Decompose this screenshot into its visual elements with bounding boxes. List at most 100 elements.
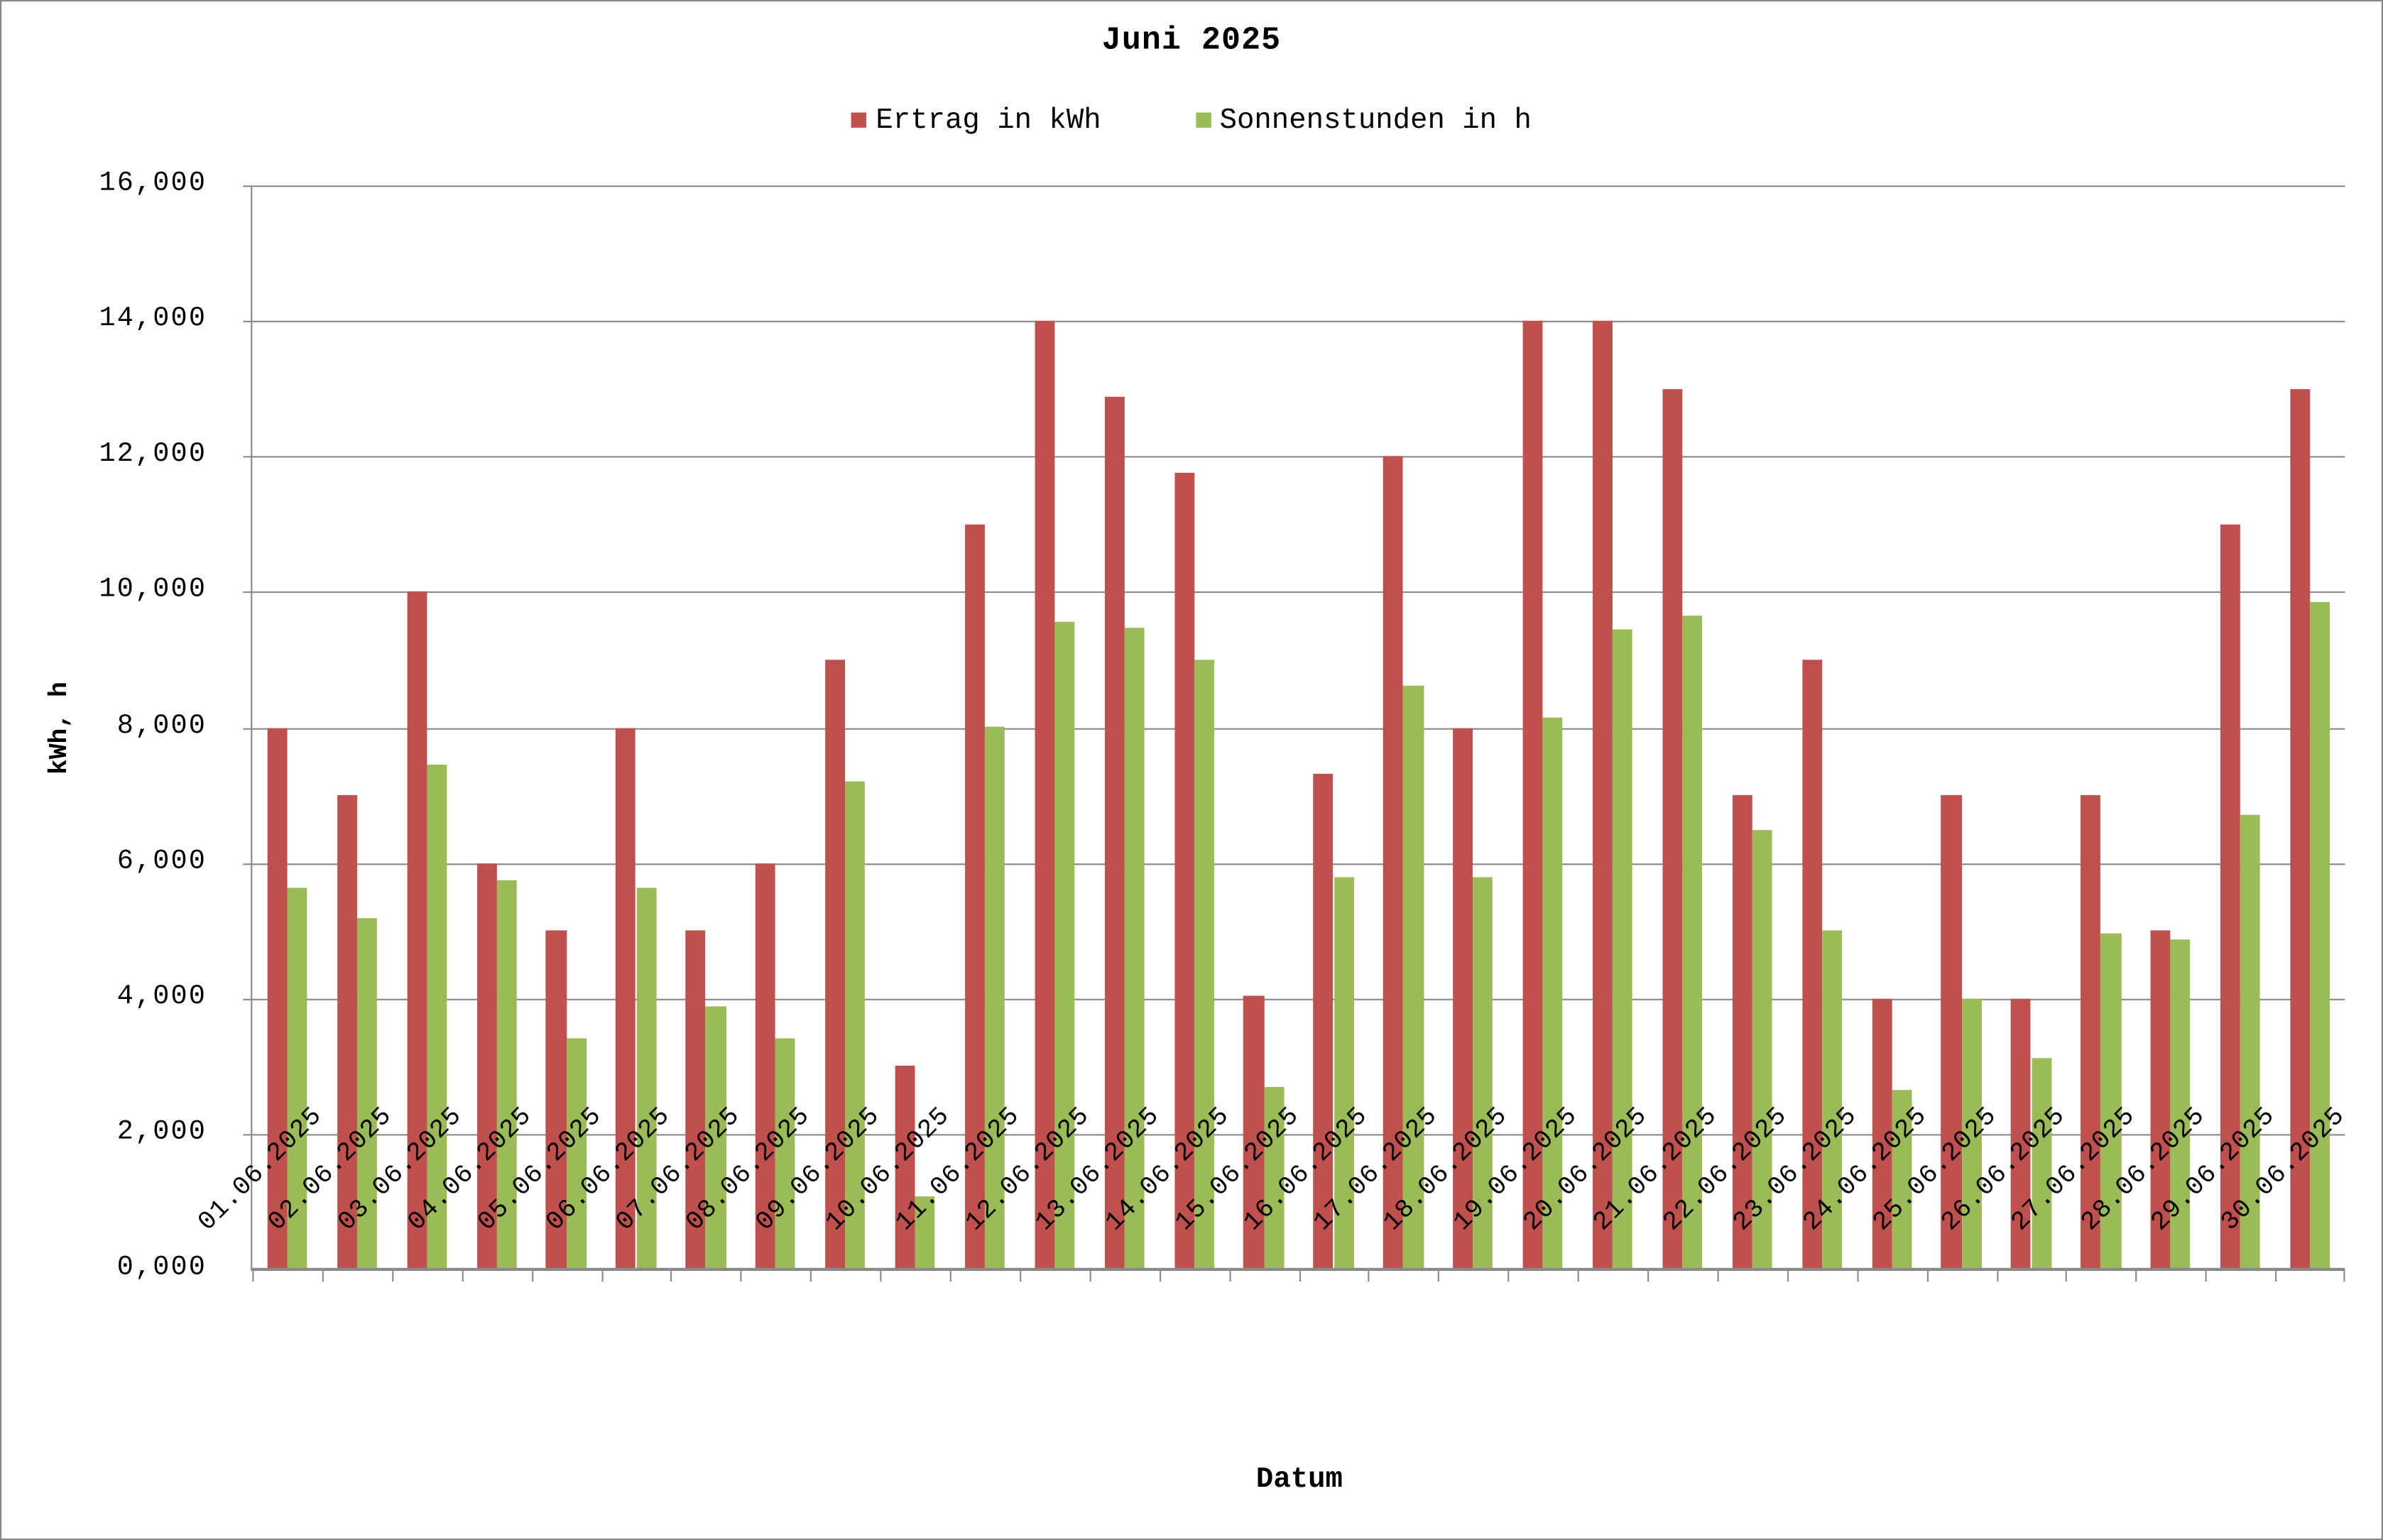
bar-ertrag bbox=[1174, 473, 1194, 1269]
x-tick bbox=[740, 1269, 743, 1282]
bar-ertrag bbox=[964, 524, 985, 1269]
bar-ertrag bbox=[755, 863, 776, 1269]
x-tick bbox=[322, 1269, 324, 1282]
x-tick bbox=[1717, 1269, 1719, 1282]
bar-ertrag bbox=[1453, 727, 1473, 1269]
legend-swatch-red-icon bbox=[851, 112, 867, 128]
legend-label-sonnenstunden: Sonnenstunden in h bbox=[1219, 103, 1532, 137]
x-tick bbox=[531, 1269, 533, 1282]
plot-area bbox=[243, 185, 2345, 1282]
bar-sonnenstunden bbox=[426, 764, 447, 1269]
x-tick bbox=[2135, 1269, 2137, 1282]
bar-ertrag bbox=[685, 930, 706, 1269]
bar-ertrag bbox=[1801, 660, 1822, 1269]
bar-sonnenstunden bbox=[2031, 1057, 2051, 1269]
x-tick bbox=[1159, 1269, 1161, 1282]
bar-sonnenstunden bbox=[2310, 602, 2330, 1269]
bar-ertrag bbox=[895, 1066, 915, 1269]
bar-sonnenstunden bbox=[984, 726, 1005, 1269]
legend-item-ertrag: Ertrag in kWh bbox=[851, 104, 1101, 137]
bar-ertrag bbox=[546, 930, 567, 1269]
x-tick bbox=[1787, 1269, 1789, 1282]
x-tick bbox=[1996, 1269, 1998, 1282]
bar-ertrag bbox=[616, 727, 636, 1269]
bar-ertrag bbox=[2081, 794, 2101, 1269]
x-tick bbox=[1019, 1269, 1022, 1282]
x-axis-title: Datum bbox=[1255, 1462, 1343, 1496]
x-tick bbox=[2275, 1269, 2277, 1282]
bar-ertrag bbox=[267, 727, 288, 1269]
bar-sonnenstunden bbox=[1961, 998, 1982, 1269]
x-tick bbox=[1507, 1269, 1510, 1282]
bar-sonnenstunden bbox=[2170, 939, 2191, 1269]
y-tick-label: 12,000 bbox=[99, 439, 207, 471]
bar-sonnenstunden bbox=[1682, 615, 1703, 1269]
y-tick-label: 0,000 bbox=[116, 1252, 207, 1284]
x-tick bbox=[1368, 1269, 1370, 1282]
bar-ertrag bbox=[1592, 321, 1613, 1269]
x-tick bbox=[461, 1269, 464, 1282]
x-tick bbox=[252, 1269, 254, 1282]
x-tick bbox=[2205, 1269, 2208, 1282]
bar-ertrag bbox=[1383, 456, 1404, 1269]
gridline bbox=[243, 863, 2345, 865]
y-tick-label: 16,000 bbox=[99, 168, 207, 200]
bar-ertrag bbox=[1522, 321, 1543, 1269]
x-tick bbox=[1298, 1269, 1301, 1282]
bar-sonnenstunden bbox=[1821, 930, 1843, 1269]
bar-ertrag bbox=[1941, 794, 1962, 1269]
x-tick bbox=[2066, 1269, 2068, 1282]
bar-ertrag bbox=[2011, 998, 2032, 1269]
x-tick bbox=[1228, 1269, 1231, 1282]
x-tick bbox=[949, 1269, 951, 1282]
bar-sonnenstunden bbox=[775, 1038, 796, 1269]
y-tick-label: 10,000 bbox=[99, 575, 207, 606]
x-tick bbox=[2343, 1269, 2345, 1282]
x-tick bbox=[810, 1269, 812, 1282]
bar-ertrag bbox=[825, 660, 846, 1269]
x-tick bbox=[1926, 1269, 1929, 1282]
y-tick-label: 2,000 bbox=[116, 1117, 207, 1148]
legend-swatch-green-icon bbox=[1195, 112, 1211, 128]
bar-sonnenstunden bbox=[1892, 1090, 1912, 1269]
x-tick bbox=[1089, 1269, 1091, 1282]
bar-ertrag bbox=[2220, 524, 2241, 1269]
x-axis-line bbox=[251, 1267, 2345, 1272]
bar-sonnenstunden bbox=[1263, 1086, 1285, 1269]
bar-sonnenstunden bbox=[566, 1037, 587, 1269]
bar-ertrag bbox=[2150, 930, 2171, 1269]
bar-ertrag bbox=[1732, 794, 1752, 1269]
x-tick bbox=[1438, 1269, 1440, 1282]
bar-sonnenstunden bbox=[287, 887, 307, 1269]
bar-ertrag bbox=[337, 794, 357, 1269]
bar-sonnenstunden bbox=[2240, 814, 2261, 1269]
bar-sonnenstunden bbox=[2100, 933, 2121, 1269]
bar-ertrag bbox=[1871, 998, 1892, 1269]
bar-sonnenstunden bbox=[1334, 878, 1354, 1269]
legend-item-sonnenstunden: Sonnenstunden in h bbox=[1195, 104, 1532, 137]
bar-sonnenstunden bbox=[1054, 621, 1075, 1269]
x-tick bbox=[880, 1269, 882, 1282]
y-tick-label: 8,000 bbox=[116, 710, 207, 741]
gridline bbox=[243, 998, 2345, 1000]
bar-ertrag bbox=[1243, 995, 1264, 1269]
bar-sonnenstunden bbox=[1752, 829, 1772, 1269]
gridline bbox=[243, 456, 2345, 459]
bar-sonnenstunden bbox=[705, 1005, 726, 1269]
gridline bbox=[243, 591, 2345, 594]
y-tick-label: 6,000 bbox=[116, 846, 207, 877]
bar-sonnenstunden bbox=[1403, 686, 1424, 1269]
legend-label-ertrag: Ertrag in kWh bbox=[876, 103, 1101, 137]
bar-sonnenstunden bbox=[1473, 877, 1493, 1269]
x-tick bbox=[670, 1269, 672, 1282]
legend: Ertrag in kWh Sonnenstunden in h bbox=[0, 104, 2383, 137]
y-axis-line bbox=[251, 185, 253, 1269]
bar-ertrag bbox=[2290, 388, 2311, 1269]
bar-sonnenstunden bbox=[1613, 629, 1633, 1269]
bar-sonnenstunden bbox=[845, 781, 866, 1269]
x-tick bbox=[601, 1269, 603, 1282]
bar-sonnenstunden bbox=[1542, 717, 1564, 1269]
x-tick bbox=[1856, 1269, 1858, 1282]
